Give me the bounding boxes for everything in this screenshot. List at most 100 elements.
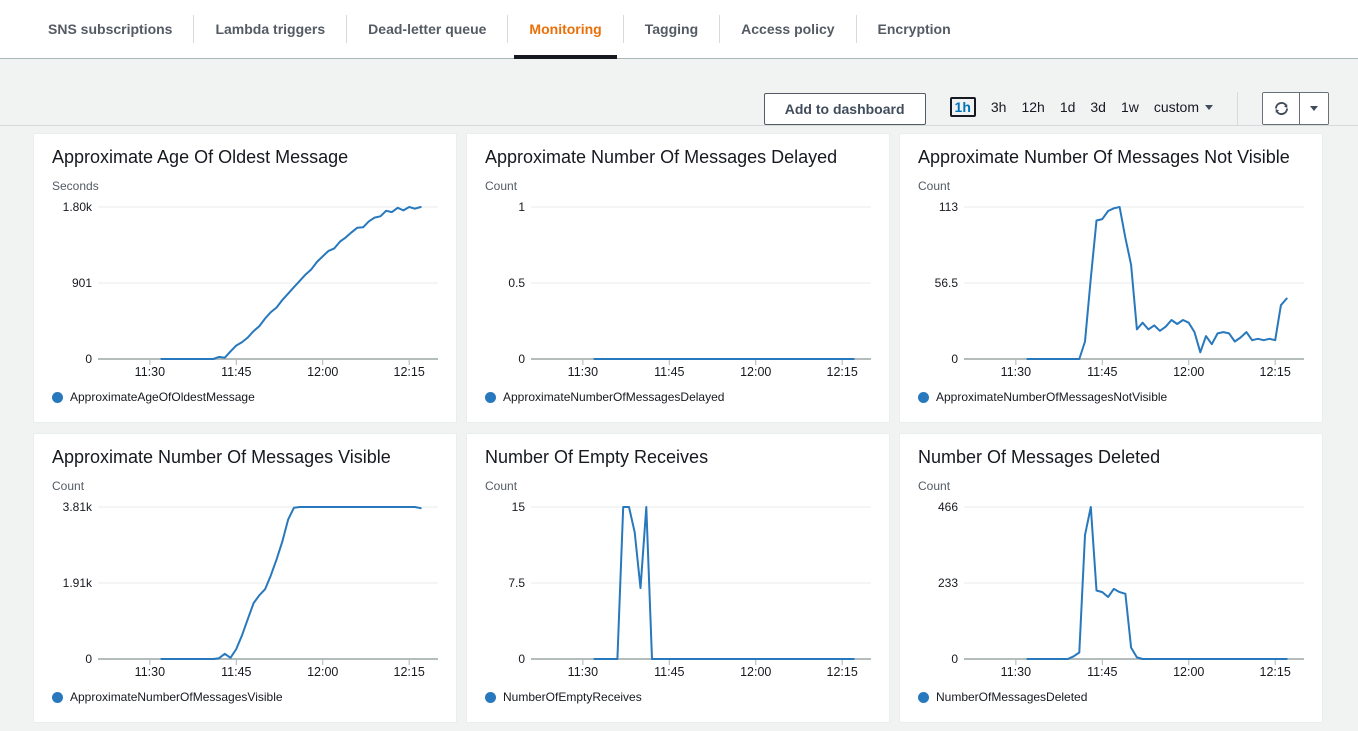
svg-text:0.5: 0.5	[508, 276, 525, 290]
chart-plot[interactable]: 11:30 11:45 12:00 12:15 15 7.5 0	[483, 495, 875, 685]
svg-text:11:30: 11:30	[1001, 365, 1031, 379]
time-range-1h[interactable]: 1h	[949, 97, 976, 117]
refresh-options-button[interactable]	[1300, 93, 1328, 124]
chart-plot[interactable]: 11:30 11:45 12:00 12:15 113 56.5 0	[916, 195, 1308, 385]
chart-y-axis-unit: Count	[918, 479, 951, 493]
time-range-1d[interactable]: 1d	[1059, 99, 1076, 115]
tab-sns-subscriptions[interactable]: SNS subscriptions	[48, 21, 173, 37]
tab-divider	[346, 15, 348, 43]
legend-marker-icon	[485, 391, 496, 403]
tab-encryption[interactable]: Encryption	[877, 21, 951, 37]
monitoring-toolbar: Add to dashboard 1h 3h 12h 1d 3d 1w cust…	[0, 59, 1358, 126]
legend-marker-icon	[485, 691, 496, 703]
refresh-icon	[1274, 101, 1288, 116]
time-range-selector: 1h 3h 12h 1d 3d 1w custom	[949, 97, 1213, 117]
chart-card: Number Of Messages Deleted Count 11:30 11…	[899, 433, 1323, 723]
time-range-1w[interactable]: 1w	[1120, 99, 1139, 115]
chart-title: Approximate Number Of Messages Not Visib…	[918, 147, 1290, 167]
chart-legend-item[interactable]: NumberOfMessagesDeleted	[918, 690, 1306, 704]
svg-text:12:00: 12:00	[740, 365, 771, 379]
svg-text:11:30: 11:30	[568, 365, 598, 379]
chart-legend-item[interactable]: ApproximateNumberOfMessagesDelayed	[485, 390, 873, 404]
svg-text:0: 0	[518, 652, 525, 666]
svg-text:11:45: 11:45	[221, 665, 251, 679]
tab-divider	[719, 15, 721, 43]
time-range-3h[interactable]: 3h	[990, 99, 1007, 115]
legend-marker-icon	[52, 391, 63, 403]
legend-label: ApproximateNumberOfMessagesDelayed	[503, 390, 725, 404]
metrics-grid: Approximate Age Of Oldest Message Second…	[0, 126, 1358, 723]
chart-title: Approximate Number Of Messages Visible	[52, 447, 391, 467]
svg-text:56.5: 56.5	[935, 276, 959, 290]
time-range-12h[interactable]: 12h	[1021, 99, 1045, 115]
chart-card: Approximate Number Of Messages Delayed C…	[466, 133, 890, 423]
svg-text:11:45: 11:45	[221, 365, 251, 379]
chart-title: Approximate Number Of Messages Delayed	[485, 147, 838, 167]
tab-access-policy[interactable]: Access policy	[741, 21, 835, 37]
svg-text:466: 466	[938, 500, 958, 514]
time-range-3d[interactable]: 3d	[1090, 99, 1106, 115]
add-to-dashboard-button[interactable]: Add to dashboard	[763, 93, 926, 125]
svg-text:7.5: 7.5	[508, 576, 525, 590]
svg-text:0: 0	[85, 652, 92, 666]
chart-card: Approximate Age Of Oldest Message Second…	[33, 133, 457, 423]
chart-card: Approximate Number Of Messages Visible C…	[33, 433, 457, 723]
chart-y-axis-unit: Count	[52, 479, 85, 493]
svg-text:12:00: 12:00	[307, 665, 338, 679]
chart-plot[interactable]: 11:30 11:45 12:00 12:15 466 233 0	[916, 495, 1308, 685]
tab-dead-letter-queue[interactable]: Dead-letter queue	[368, 21, 487, 37]
chart-legend-item[interactable]: ApproximateNumberOfMessagesVisible	[52, 690, 440, 704]
tab-divider	[193, 15, 195, 43]
tab-monitoring[interactable]: Monitoring	[508, 0, 622, 59]
svg-text:11:30: 11:30	[568, 665, 598, 679]
svg-text:12:15: 12:15	[394, 365, 425, 379]
svg-text:11:30: 11:30	[135, 365, 165, 379]
svg-text:1.91k: 1.91k	[63, 576, 93, 590]
chart-plot[interactable]: 11:30 11:45 12:00 12:15 1.80k 901 0	[50, 195, 442, 385]
svg-text:11:45: 11:45	[654, 365, 684, 379]
svg-text:11:30: 11:30	[135, 665, 165, 679]
refresh-split-button	[1262, 92, 1329, 125]
chart-title: Number Of Empty Receives	[485, 447, 709, 467]
svg-text:0: 0	[951, 352, 958, 366]
svg-text:0: 0	[85, 352, 92, 366]
chart-legend-item[interactable]: ApproximateNumberOfMessagesNotVisible	[918, 390, 1306, 404]
tab-divider	[855, 15, 857, 43]
tab-bar: SNS subscriptions Lambda triggers Dead-l…	[0, 0, 1358, 59]
time-range-custom[interactable]: custom	[1154, 99, 1213, 115]
tab-lambda-triggers[interactable]: Lambda triggers	[215, 21, 326, 37]
chart-card: Approximate Number Of Messages Not Visib…	[899, 133, 1323, 423]
chart-y-axis-unit: Seconds	[52, 179, 99, 193]
chart-legend-item[interactable]: NumberOfEmptyReceives	[485, 690, 873, 704]
chart-y-axis-unit: Count	[918, 179, 951, 193]
chart-plot[interactable]: 11:30 11:45 12:00 12:15 3.81k 1.91k 0	[50, 495, 442, 685]
caret-down-icon	[1310, 106, 1318, 111]
tab-divider	[507, 15, 509, 43]
svg-text:11:45: 11:45	[654, 665, 684, 679]
legend-marker-icon	[52, 691, 63, 703]
legend-label: ApproximateNumberOfMessagesVisible	[70, 690, 283, 704]
chart-y-axis-unit: Count	[485, 179, 518, 193]
chart-card: Number Of Empty Receives Count 11:30 11:4…	[466, 433, 890, 723]
svg-text:12:15: 12:15	[394, 665, 425, 679]
legend-label: NumberOfEmptyReceives	[503, 690, 642, 704]
chevron-down-icon	[1205, 104, 1213, 110]
svg-text:11:45: 11:45	[1087, 665, 1117, 679]
tab-divider	[622, 15, 624, 43]
svg-text:3.81k: 3.81k	[63, 500, 93, 514]
custom-label: custom	[1153, 99, 1199, 115]
tab-tagging[interactable]: Tagging	[644, 21, 699, 37]
chart-y-axis-unit: Count	[485, 479, 518, 493]
legend-label: ApproximateAgeOfOldestMessage	[70, 390, 255, 404]
refresh-button[interactable]	[1263, 93, 1300, 124]
svg-text:12:00: 12:00	[1173, 365, 1204, 379]
svg-text:12:15: 12:15	[1260, 665, 1291, 679]
chart-legend-item[interactable]: ApproximateAgeOfOldestMessage	[52, 390, 440, 404]
svg-text:1: 1	[518, 200, 525, 214]
legend-marker-icon	[918, 391, 929, 403]
svg-text:12:15: 12:15	[827, 365, 858, 379]
svg-text:12:15: 12:15	[1260, 365, 1291, 379]
chart-plot[interactable]: 11:30 11:45 12:00 12:15 1 0.5 0	[483, 195, 875, 385]
svg-text:1.80k: 1.80k	[63, 200, 93, 214]
svg-text:12:00: 12:00	[1173, 665, 1204, 679]
